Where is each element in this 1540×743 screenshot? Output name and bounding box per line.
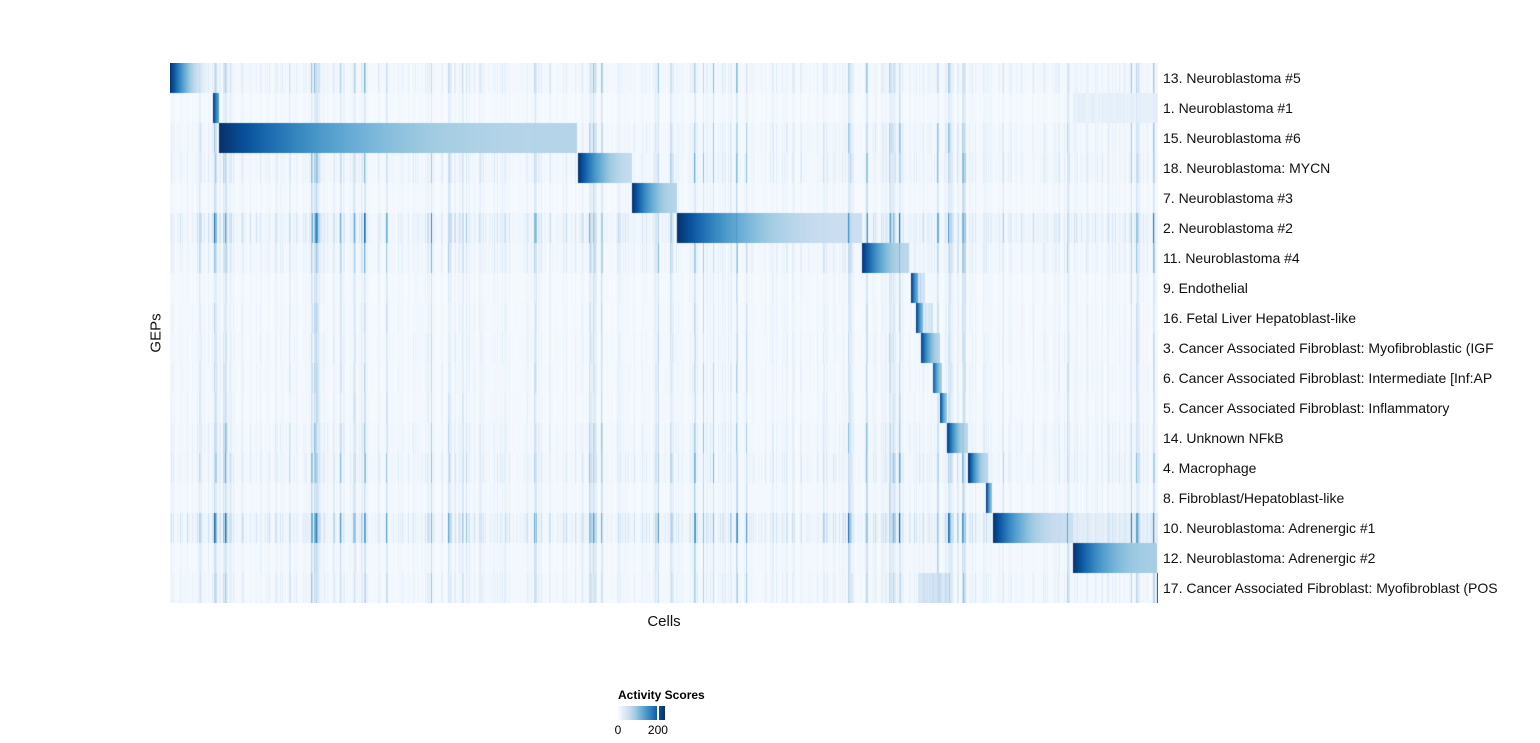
- row-label: 8. Fibroblast/Hepatoblast-like: [1163, 490, 1345, 506]
- colorbar-gradient: [618, 706, 665, 720]
- row-label: 9. Endothelial: [1163, 280, 1248, 296]
- row-label: 7. Neuroblastoma #3: [1163, 190, 1293, 206]
- y-axis-label: GEPs: [147, 313, 165, 353]
- row-label: 2. Neuroblastoma #2: [1163, 220, 1293, 236]
- row-label: 10. Neuroblastoma: Adrenergic #1: [1163, 520, 1376, 536]
- row-label: 6. Cancer Associated Fibroblast: Interme…: [1163, 370, 1493, 386]
- row-label: 17. Cancer Associated Fibroblast: Myofib…: [1163, 580, 1498, 596]
- row-label: 18. Neuroblastoma: MYCN: [1163, 160, 1331, 176]
- row-label: 11. Neuroblastoma #4: [1163, 250, 1300, 266]
- colorbar-tick-label: 200: [647, 723, 668, 737]
- colorbar-tick-label: 0: [614, 723, 622, 737]
- row-label: 16. Fetal Liver Hepatoblast-like: [1163, 310, 1356, 326]
- heatmap-canvas: [170, 63, 1158, 603]
- row-label: 3. Cancer Associated Fibroblast: Myofibr…: [1163, 340, 1494, 356]
- colorbar-title: Activity Scores: [618, 688, 705, 702]
- colorbar-legend: Activity Scores 0 200: [614, 688, 738, 737]
- row-label: 5. Cancer Associated Fibroblast: Inflamm…: [1163, 400, 1450, 416]
- row-label: 4. Macrophage: [1163, 460, 1257, 476]
- colorbar-tick: [656, 706, 659, 720]
- row-label: 15. Neuroblastoma #6: [1163, 130, 1301, 146]
- row-label: 13. Neuroblastoma #5: [1163, 70, 1301, 86]
- row-label: 12. Neuroblastoma: Adrenergic #2: [1163, 550, 1376, 566]
- colorbar-tick-labels: 0 200: [614, 723, 668, 737]
- row-label: 1. Neuroblastoma #1: [1163, 100, 1293, 116]
- x-axis-label: Cells: [647, 613, 681, 630]
- row-label: 14. Unknown NFkB: [1163, 430, 1284, 446]
